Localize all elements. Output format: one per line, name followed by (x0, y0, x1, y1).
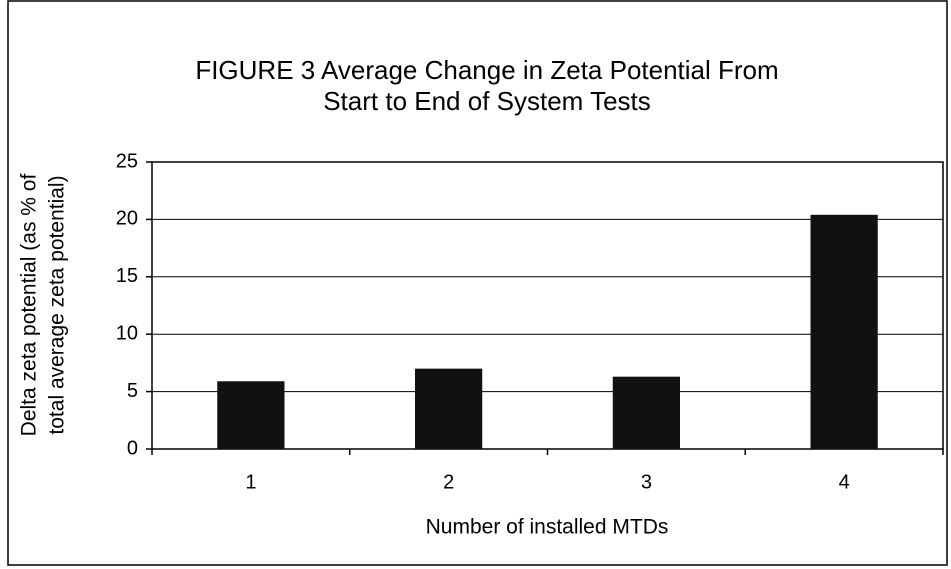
chart-title: Start to End of System Tests (323, 86, 651, 116)
x-tick-label: 2 (443, 471, 454, 493)
x-axis-label: Number of installed MTDs (426, 516, 669, 539)
y-tick-label: 0 (127, 437, 138, 459)
chart-title: FIGURE 3 Average Change in Zeta Potentia… (195, 55, 778, 85)
x-tick-label: 3 (641, 471, 652, 493)
y-tick-label: 15 (116, 265, 138, 287)
y-tick-label: 20 (116, 208, 138, 230)
x-tick-label: 1 (245, 471, 256, 493)
y-tick-label: 25 (116, 150, 138, 172)
bar (612, 376, 680, 449)
y-tick-label: 10 (116, 322, 138, 344)
bar (415, 368, 483, 449)
y-axis-label: total average zeta potential) (46, 175, 69, 434)
y-tick-label: 5 (127, 380, 138, 402)
y-axis-label: Delta zeta potential (as % of (18, 174, 41, 437)
bar (810, 214, 878, 449)
bar (217, 381, 285, 449)
chart-frame (7, 0, 948, 566)
x-tick-label: 4 (839, 471, 850, 493)
